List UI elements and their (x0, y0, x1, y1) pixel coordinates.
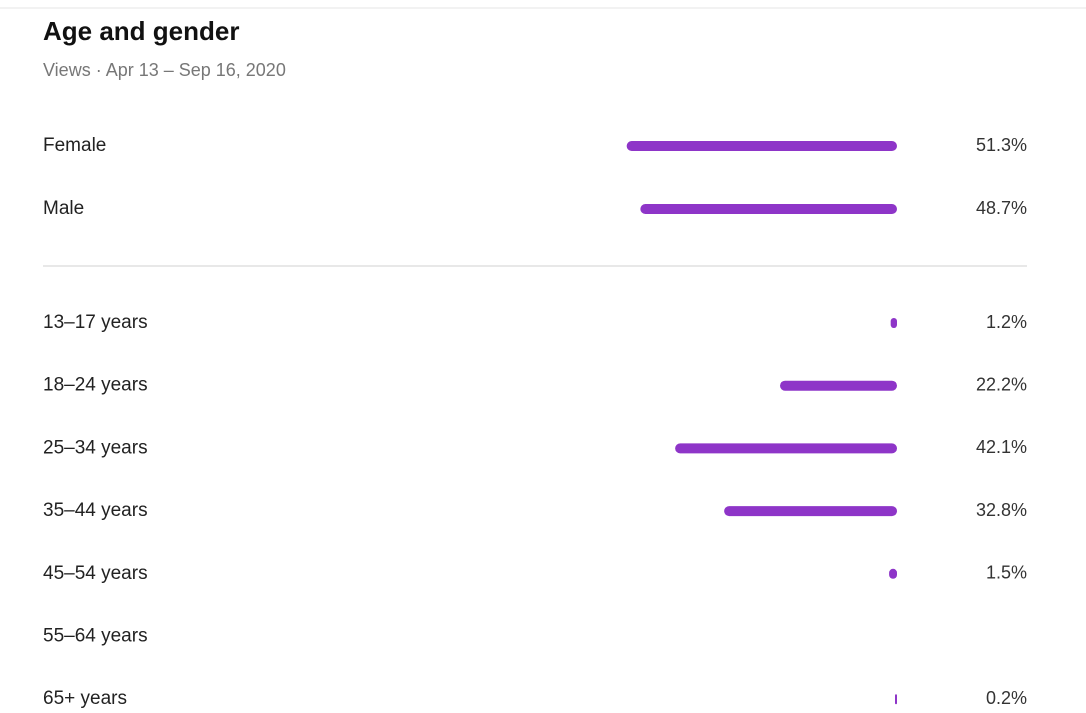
row-label: 55–64 years (43, 626, 148, 647)
row-label: 45–54 years (43, 563, 148, 584)
value-label: 22.2% (976, 374, 1027, 394)
row-label: 18–24 years (43, 375, 148, 396)
bar (895, 694, 897, 705)
bar (675, 443, 897, 454)
bar (780, 380, 897, 391)
row-label: 25–34 years (43, 437, 148, 458)
row-label: 13–17 years (43, 312, 148, 333)
card-title: Age and gender (43, 16, 239, 46)
value-label: 32.8% (976, 500, 1027, 520)
value-label: 1.5% (986, 563, 1027, 583)
bar (889, 568, 897, 579)
value-label: 42.1% (976, 437, 1027, 457)
bar (640, 204, 897, 214)
row-label: 65+ years (43, 688, 127, 709)
row-label: Female (43, 135, 106, 156)
row-label: Male (43, 198, 84, 219)
value-label: 51.3% (976, 135, 1027, 155)
row-label: 35–44 years (43, 500, 148, 521)
card-subtitle: Views · Apr 13 – Sep 16, 2020 (43, 60, 286, 80)
value-label: 1.2% (986, 312, 1027, 332)
value-label: 48.7% (976, 198, 1027, 218)
bar (890, 318, 897, 328)
bar (626, 141, 897, 151)
value-label: 0.2% (986, 688, 1027, 708)
bar (724, 506, 897, 517)
